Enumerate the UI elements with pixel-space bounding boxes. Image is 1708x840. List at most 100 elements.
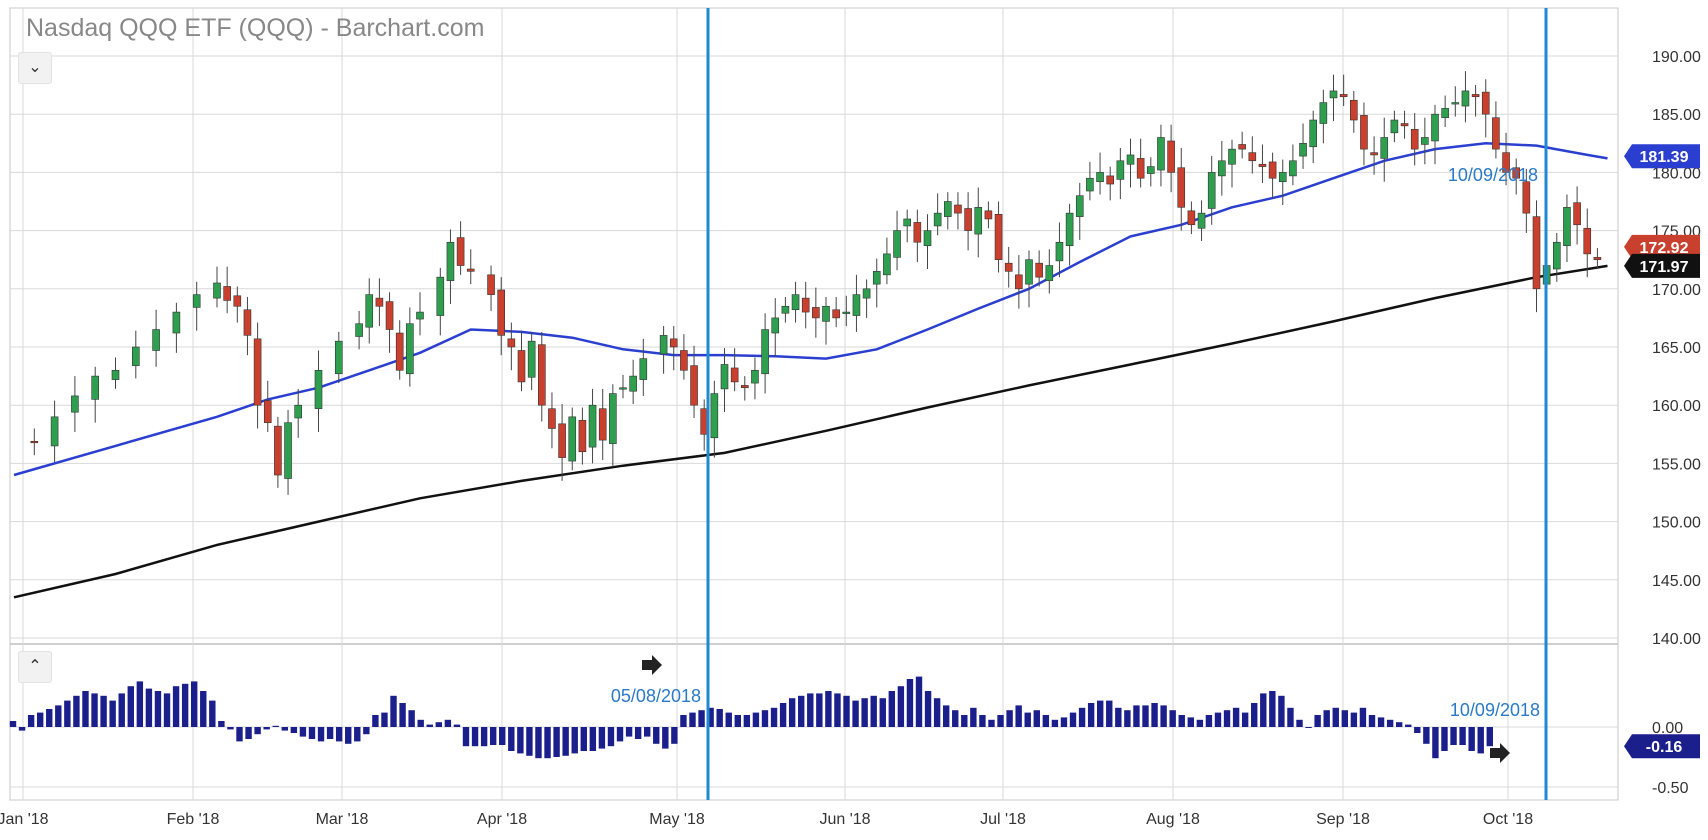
indicator-bar <box>1477 727 1484 754</box>
indicator-bar <box>1133 705 1140 727</box>
ma-line-fast <box>13 142 1608 477</box>
indicator-bar <box>843 695 850 727</box>
candle-body <box>923 230 932 247</box>
candle-body <box>883 253 891 276</box>
candle-body <box>740 385 749 389</box>
indicator-bar <box>1260 693 1267 727</box>
indicator-bar <box>272 725 279 727</box>
candle-body <box>1025 259 1033 285</box>
candle-body <box>1065 212 1074 247</box>
indicator-bar <box>1024 712 1031 727</box>
indicator-bar <box>1269 691 1276 727</box>
candle-body <box>1106 175 1114 185</box>
indicator-bar <box>517 727 524 754</box>
candle-body <box>1045 265 1054 281</box>
value-labels: 10/09/2018 05/08/2018 10/09/2018 181.39 172.… <box>611 144 1700 763</box>
indicator-bar <box>1006 710 1013 727</box>
candle-body <box>943 201 952 217</box>
indicator-bar <box>508 727 515 751</box>
indicator-bar <box>761 710 769 727</box>
y-tick-label: 190.00 <box>1652 49 1701 66</box>
indicator-bar <box>1441 727 1448 751</box>
indicator-bar <box>335 727 343 742</box>
indicator-bar <box>281 727 288 731</box>
indicator-bar <box>1169 710 1176 727</box>
candle-body <box>1197 212 1206 229</box>
indicator-bar <box>1196 719 1204 727</box>
indicator-bar <box>1051 719 1059 727</box>
candle-body <box>1299 143 1307 157</box>
candle-body <box>903 218 912 227</box>
indicator-bar <box>1178 715 1185 727</box>
indicator-bar <box>308 727 316 739</box>
y-tick-label: 160.00 <box>1652 398 1701 415</box>
indicator-bar <box>915 676 923 727</box>
x-tick-label: Jul '18 <box>980 811 1026 828</box>
indicator-bar <box>354 727 361 742</box>
indicator-bar <box>1087 703 1095 727</box>
indicator-bar <box>254 727 261 735</box>
candle-body <box>365 294 374 328</box>
candle-body <box>1218 160 1226 177</box>
candle-body <box>568 416 577 462</box>
candle-body <box>1157 137 1165 171</box>
indicator-bar <box>906 679 914 727</box>
indicator-bar <box>961 715 968 727</box>
indicator-bar <box>544 727 551 759</box>
indicator-bar <box>716 709 723 727</box>
chevron-up-icon: ⌃ <box>28 656 42 675</box>
indicator-bar <box>725 712 732 727</box>
collapse-indicator-pane-button[interactable]: ⌃ <box>18 651 52 683</box>
candle-body <box>791 294 800 311</box>
candle-body <box>822 305 830 322</box>
candle-body <box>446 241 455 281</box>
indicator-bar <box>1223 710 1231 727</box>
candle-body <box>964 208 972 231</box>
indicator-bar <box>1015 705 1022 727</box>
y-tick-label: 180.00 <box>1652 165 1701 182</box>
indicator-bar <box>118 693 125 727</box>
indicator-bar <box>933 698 941 727</box>
indicator-bar <box>145 688 153 727</box>
indicator-bar <box>163 693 171 727</box>
indicator-y-tick-label: 0.00 <box>1652 720 1683 737</box>
candle-body <box>669 338 678 348</box>
indicator-bar <box>1395 722 1403 727</box>
candle-body <box>1086 177 1094 192</box>
candle-body <box>30 440 39 444</box>
indicator-bar <box>553 727 560 757</box>
candle-body <box>507 338 516 348</box>
candle-body <box>1248 152 1257 162</box>
y-tick-label: 165.00 <box>1652 340 1701 357</box>
candle-body <box>243 309 252 336</box>
arrow-right-icon <box>1490 743 1510 763</box>
candle-body <box>984 210 993 220</box>
candle-body <box>1441 108 1449 118</box>
candle-body <box>548 408 556 429</box>
indicator-bar <box>154 691 162 727</box>
collapse-price-pane-button[interactable]: ⌄ <box>18 52 52 84</box>
candle-body <box>152 329 160 351</box>
indicator-bar <box>653 727 660 744</box>
indicator-bar <box>598 727 606 749</box>
candle-body <box>1532 216 1541 290</box>
candle-body <box>1126 154 1135 165</box>
candle-body <box>558 423 566 458</box>
indicator-bar <box>861 698 868 727</box>
indicator-bar <box>816 693 823 727</box>
x-tick-label: Sep '18 <box>1316 811 1370 828</box>
candle-body <box>537 344 546 406</box>
moving-averages <box>13 142 1608 599</box>
indicator-bar <box>444 719 452 727</box>
indicator-value-tag: -0.16 <box>1646 739 1683 756</box>
candle-body <box>954 204 962 214</box>
indicator-bar <box>807 693 814 727</box>
candle-body <box>406 323 414 375</box>
candle-body <box>680 350 688 371</box>
indicator-bar <box>480 727 488 747</box>
candle-body <box>639 358 648 380</box>
indicator-bar <box>46 709 53 727</box>
indicator-bar <box>616 727 624 742</box>
indicator-bar <box>399 703 406 727</box>
